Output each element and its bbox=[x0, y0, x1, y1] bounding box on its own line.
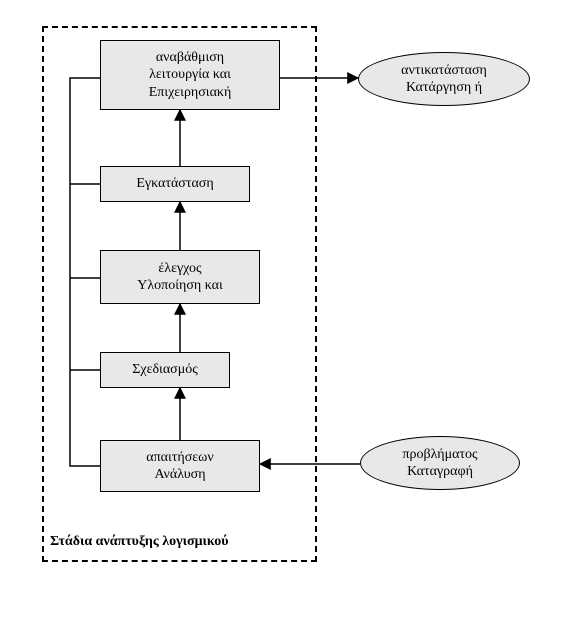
node-e1: αντικατάσταση Κατάργηση ή bbox=[358, 52, 530, 106]
diagram-canvas: Στάδια ανάπτυξης λογισμικού αναβάθμιση λ… bbox=[0, 0, 574, 620]
node-n3: έλεγχος Υλοποίηση και bbox=[100, 250, 260, 304]
node-n5: απαιτήσεων Ανάλυση bbox=[100, 440, 260, 492]
node-n1: αναβάθμιση λειτουργία και Επιχειρησιακή bbox=[100, 40, 280, 110]
node-n2: Εγκατάσταση bbox=[100, 166, 250, 202]
stage-frame-title: Στάδια ανάπτυξης λογισμικού bbox=[50, 534, 229, 550]
node-n4: Σχεδιασμός bbox=[100, 352, 230, 388]
node-e2: προβλήματος Καταγραφή bbox=[360, 436, 520, 490]
